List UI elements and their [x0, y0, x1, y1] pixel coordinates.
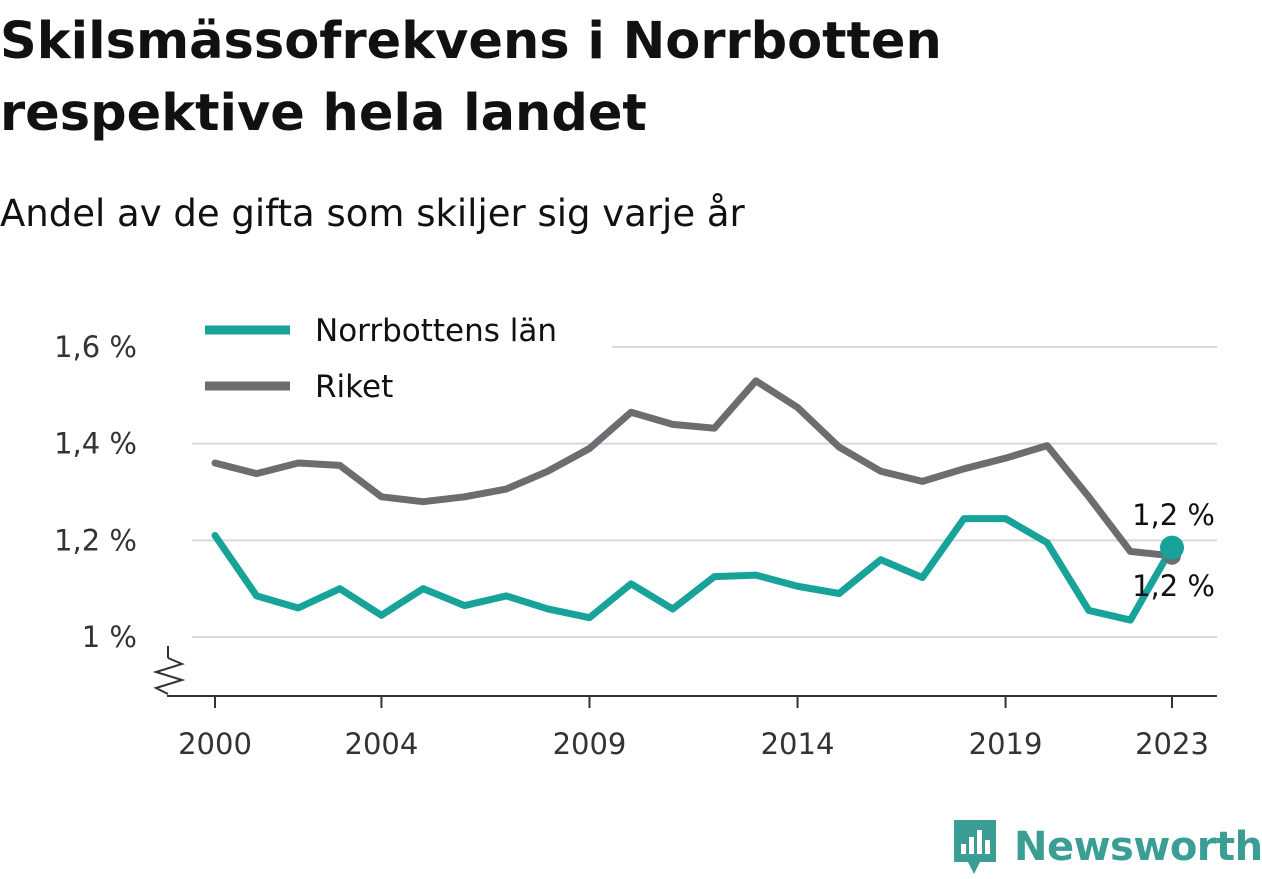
legend-background — [192, 305, 612, 413]
x-tick-label: 2009 — [553, 727, 627, 761]
newsworthy-logo-icon — [954, 820, 996, 874]
end-label-riket: 1,2 % — [1132, 569, 1215, 603]
axis-break-icon — [152, 657, 186, 695]
series-line-riket — [211, 377, 1176, 560]
y-tick-label: 1,2 % — [54, 523, 137, 557]
y-tick-label: 1 % — [82, 620, 137, 654]
x-tick-label: 2019 — [969, 727, 1043, 761]
x-tick-label: 2000 — [178, 727, 252, 761]
legend-label: Riket — [315, 369, 393, 405]
end-label-norrbotten: 1,2 % — [1132, 498, 1215, 532]
series-line-norrbotten — [211, 515, 1176, 624]
end-marker-norrbotten — [1160, 535, 1184, 560]
x-tick-label: 2014 — [761, 727, 835, 761]
y-tick-label: 1,4 % — [54, 427, 137, 461]
legend-label: Norrbottens län — [315, 313, 557, 349]
x-tick-label: 2023 — [1135, 727, 1209, 761]
chart-title: Skilsmässofrekvens i Norrbotten respekti… — [0, 12, 942, 143]
brand: Newsworthy — [950, 815, 1262, 879]
brand-name: Newsworthy — [1014, 824, 1262, 870]
x-tick-label: 2004 — [345, 727, 419, 761]
chart-subtitle: Andel av de gifta som skiljer sig varje … — [0, 192, 745, 235]
y-tick-label: 1,6 % — [54, 330, 137, 364]
